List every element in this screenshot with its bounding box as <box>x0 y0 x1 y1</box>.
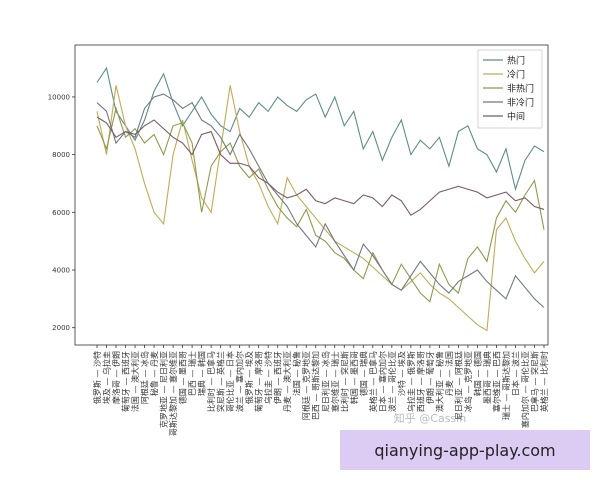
x-tick-label: 德国 — 瑞典 <box>358 351 368 396</box>
x-tick-label: 沙特 — 埃及 <box>396 351 406 396</box>
x-tick-label: 法国 — 秘鲁 <box>292 351 302 396</box>
x-tick-label: 阿根廷 — 冰岛 <box>140 351 150 404</box>
x-tick-label: 法国 — 澳大利亚 <box>130 351 140 412</box>
x-tick-label: 突尼斯 — 英格兰 <box>216 351 226 412</box>
x-tick-label: 冰岛 — 克罗地亚 <box>463 351 473 412</box>
x-tick-label: 俄罗斯 — 埃及 <box>244 351 254 404</box>
x-tick-label: 比利时 — 突尼斯 <box>339 351 349 412</box>
x-tick-label: 日本 — 塞内加尔 <box>377 351 387 412</box>
x-tick-label: 摩洛哥 — 伊朗 <box>111 351 121 404</box>
x-tick-label: 乌拉圭 — 沙特 <box>263 351 273 404</box>
y-tick-label: 10000 <box>48 93 70 101</box>
x-tick-label: 巴西 — 哥斯达黎加 <box>311 351 321 420</box>
x-tick-label: 韩国 — 墨西哥 <box>349 351 359 404</box>
x-tick-label: 瑞士 — 哥斯达黎加 <box>501 351 511 420</box>
x-tick-label: 尼日利亚 — 阿根廷 <box>453 351 463 420</box>
watermark: 知乎 @Cassin <box>394 411 466 425</box>
x-tick-label: 丹麦 — 澳大利亚 <box>282 351 292 412</box>
legend-label: 热门 <box>507 55 525 67</box>
series-line <box>96 106 545 303</box>
x-tick-label: 塞内加尔 — 哥伦比亚 <box>520 351 530 428</box>
legend-box <box>477 49 543 129</box>
legend-label: 中间 <box>507 111 525 123</box>
x-tick-label: 韩国 — 德国 <box>472 351 482 396</box>
x-tick-label: 德国 — 墨西哥 <box>178 351 188 404</box>
y-tick-label: 4000 <box>52 267 70 275</box>
series-line <box>96 66 545 192</box>
y-tick-label: 2000 <box>52 324 70 332</box>
y-tick-label: 6000 <box>52 209 70 217</box>
x-tick-label: 哥伦比亚 — 日本 <box>225 351 235 412</box>
x-tick-label: 葡萄牙 — 摩洛哥 <box>254 351 264 412</box>
x-tick-label: 波兰 — 塞内加尔 <box>235 351 245 412</box>
x-tick-label: 阿根廷 — 克罗地亚 <box>301 351 311 420</box>
x-tick-label: 英格兰 — 巴拿马 <box>368 351 378 412</box>
x-tick-label: 丹麦 — 法国 <box>444 351 454 396</box>
x-tick-label: 比利时 — 巴拿马 <box>206 351 216 412</box>
legend-label: 非热门 <box>507 83 534 95</box>
series-line <box>96 116 545 216</box>
x-tick-label: 秘鲁 — 丹麦 <box>149 351 159 396</box>
y-tick-label: 8000 <box>52 151 70 159</box>
x-tick-label: 塞尔维亚 — 巴西 <box>491 351 501 412</box>
plot-frame <box>74 44 549 346</box>
x-tick-label: 伊朗 — 西班牙 <box>273 351 283 404</box>
x-tick-label: 巴拿马 — 突尼斯 <box>529 351 539 412</box>
x-tick-label: 乌拉圭 — 俄罗斯 <box>406 351 416 412</box>
x-tick-label: 克罗地亚 — 尼日利亚 <box>159 351 169 428</box>
x-tick-label: 哥斯达黎加 — 塞尔维亚 <box>168 351 178 436</box>
x-tick-label: 埃及 — 乌拉圭 <box>102 351 112 404</box>
x-tick-label: 英格兰 — 比利时 <box>539 351 549 412</box>
x-tick-label: 日本 — 波兰 <box>510 351 520 396</box>
x-tick-label: 澳大利亚 — 秘鲁 <box>434 351 444 412</box>
series-line <box>96 85 545 332</box>
banner: qianying-app-play.com <box>340 430 590 470</box>
x-tick-label: 瑞典 — 韩国 <box>197 351 207 396</box>
legend-label: 非冷门 <box>507 97 534 109</box>
x-tick-label: 墨西哥 — 瑞典 <box>482 351 492 404</box>
x-tick-label: 葡萄牙 — 西班牙 <box>121 351 131 412</box>
legend-label: 冷门 <box>507 69 525 81</box>
series-line <box>96 93 545 308</box>
x-tick-label: 塞尔维亚 — 瑞士 <box>330 351 340 412</box>
x-tick-label: 伊朗 — 葡萄牙 <box>425 351 435 404</box>
x-tick-label: 西班牙 — 摩洛哥 <box>415 351 425 412</box>
x-tick-label: 尼日利亚 — 冰岛 <box>320 351 330 412</box>
x-tick-label: 俄罗斯 — 沙特 <box>92 351 102 404</box>
x-tick-label: 巴西 — 瑞士 <box>187 351 197 396</box>
x-tick-label: 波兰 — 哥伦比亚 <box>387 351 397 412</box>
